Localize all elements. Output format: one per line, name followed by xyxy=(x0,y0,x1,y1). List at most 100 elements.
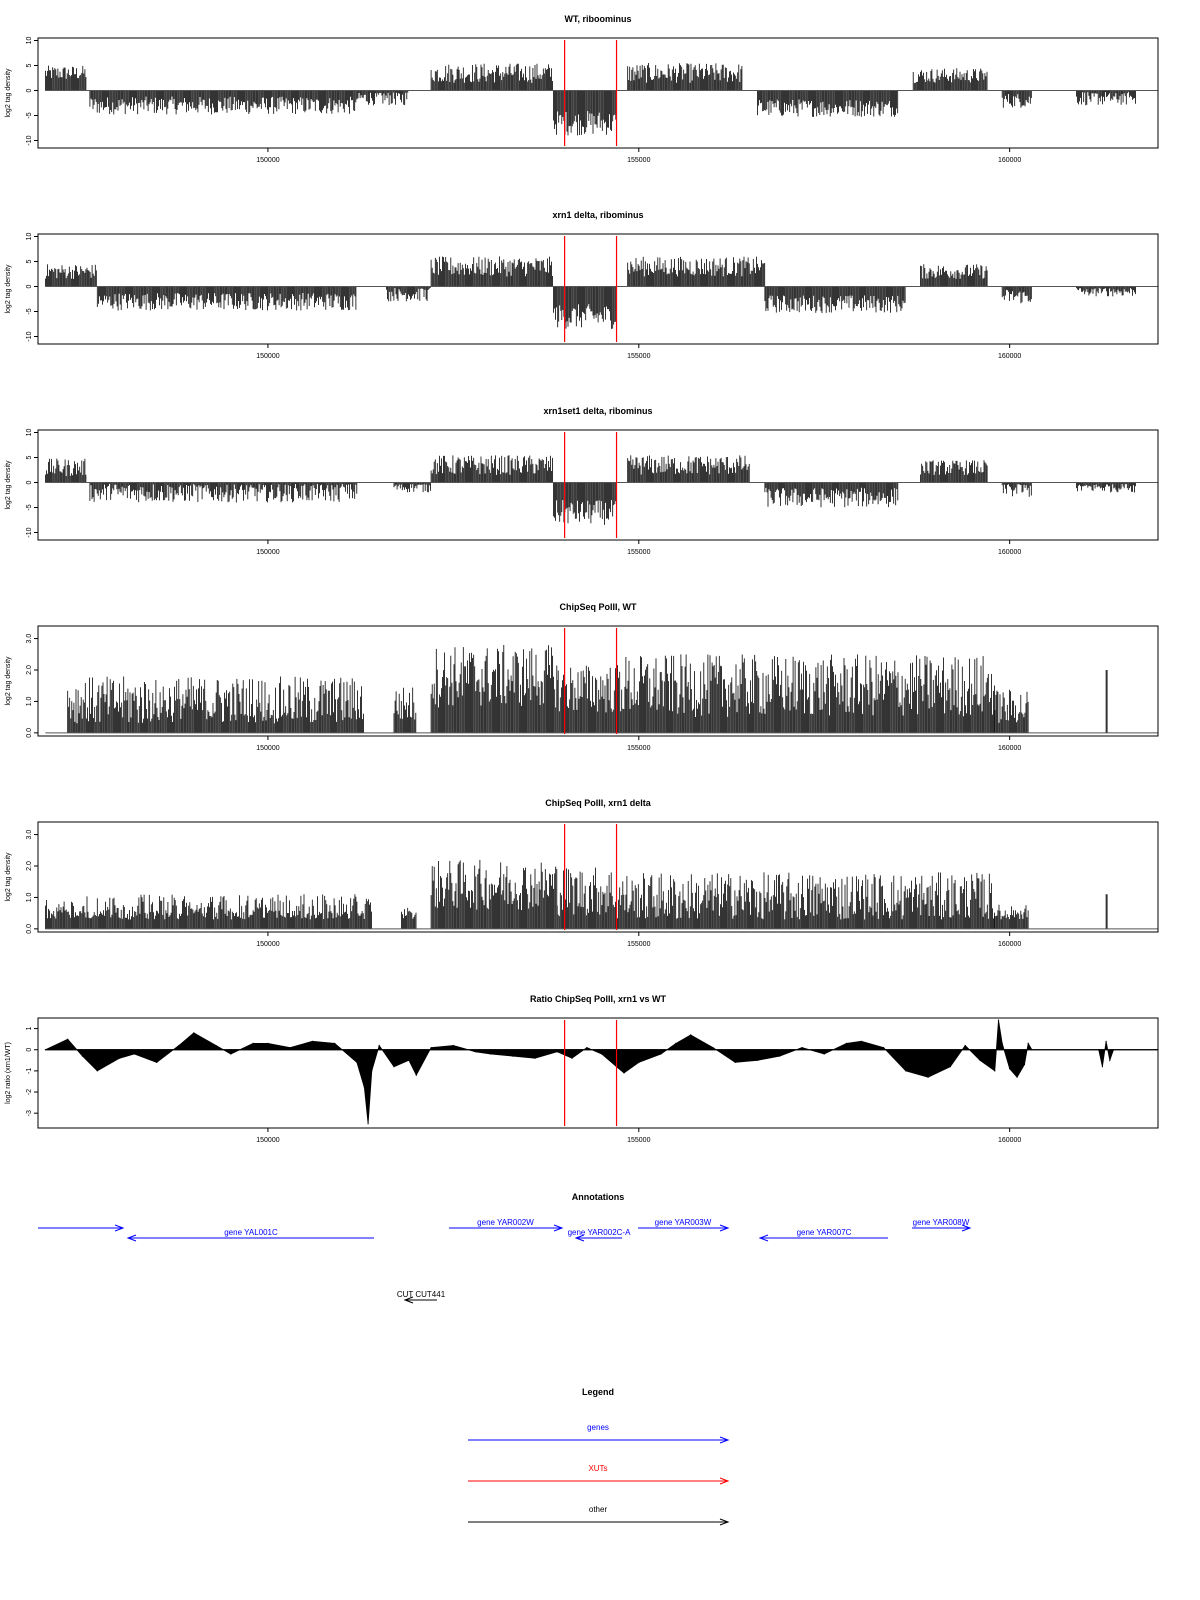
data-marks xyxy=(45,455,1158,525)
panel-title: Ratio ChipSeq PolII, xrn1 vs WT xyxy=(530,994,667,1004)
annotation-label: CUT CUT441 xyxy=(397,1290,446,1299)
x-tick-label: 160000 xyxy=(998,549,1021,556)
y-tick-label: 5 xyxy=(26,455,33,459)
y-axis-label: log2 tag density xyxy=(5,852,12,902)
annotation-label: gene YAR002W xyxy=(477,1218,534,1227)
annotation-items: gene YAL001C gene YAR002W gene YAR002C-A ge… xyxy=(38,1218,972,1304)
panel-4: ChipSeq PolII, WT log2 tag density 0.0 1.0 2… xyxy=(5,602,1159,752)
ratio-point xyxy=(430,1047,432,1049)
legend-item: XUTs xyxy=(468,1464,730,1485)
plot-frame xyxy=(37,37,1159,149)
annotations-title: Annotations xyxy=(572,1192,625,1202)
annotation-item: gene YAR003W xyxy=(638,1218,730,1232)
y-tick-label: 0.0 xyxy=(26,728,33,738)
panel-6: Ratio ChipSeq PolII, xrn1 vs WT log2 rati… xyxy=(5,994,1159,1144)
ratio-area xyxy=(45,1020,1158,1124)
ratio-point xyxy=(845,1042,848,1044)
annotation-item: gene YAR002W xyxy=(449,1218,564,1232)
ratio-point xyxy=(356,1061,358,1063)
panel-3: xrn1set1 delta, ribominus log2 tag densit… xyxy=(5,406,1159,556)
y-tick-label: -10 xyxy=(26,135,33,145)
ratio-point xyxy=(734,1061,736,1063)
ratio-point xyxy=(534,1057,536,1059)
ratio-point xyxy=(378,1044,380,1047)
ratio-point xyxy=(883,1047,885,1049)
ratio-point xyxy=(1105,1040,1107,1042)
x-tick-label: 150000 xyxy=(256,1137,279,1144)
ratio-point xyxy=(1023,1063,1026,1066)
annotation-label: gene YAR008W xyxy=(913,1218,970,1227)
annotation-item: gene YAL001C xyxy=(126,1228,374,1242)
ratio-point xyxy=(979,1059,981,1061)
legend-item: other xyxy=(468,1505,730,1526)
x-tick-label: 160000 xyxy=(998,745,1021,752)
data-marks xyxy=(45,859,1158,930)
ratio-point xyxy=(779,1055,781,1057)
ratio-point xyxy=(1027,1042,1029,1044)
annotation-item: gene YAR007C xyxy=(758,1228,888,1242)
y-axis-label: log2 tag density xyxy=(5,264,12,314)
arrowhead-left-icon xyxy=(126,1234,137,1242)
plot-frame xyxy=(37,625,1159,737)
legend-label: XUTs xyxy=(588,1464,607,1473)
ratio-point xyxy=(156,1061,158,1063)
x-tick-label: 150000 xyxy=(256,157,279,164)
x-tick-label: 150000 xyxy=(256,941,279,948)
y-tick-label: 10 xyxy=(26,429,33,437)
y-tick-label: -10 xyxy=(26,331,33,341)
legend-item: genes xyxy=(468,1423,730,1444)
panel-2: xrn1 delta, ribominus log2 tag density -10… xyxy=(5,210,1159,360)
ratio-point xyxy=(475,1051,477,1053)
y-tick-label: 0 xyxy=(26,480,33,484)
y-tick-label: 5 xyxy=(26,63,33,67)
ratio-point xyxy=(756,1059,759,1061)
panel-title: xrn1set1 delta, ribominus xyxy=(543,406,652,416)
ratio-point xyxy=(96,1070,98,1072)
ratio-point xyxy=(571,1057,573,1059)
plot-frame xyxy=(37,429,1159,541)
arrowhead-left-icon xyxy=(574,1234,585,1242)
ratio-point xyxy=(1109,1059,1111,1061)
y-tick-label: -1 xyxy=(26,1068,33,1074)
ratio-point xyxy=(660,1053,662,1055)
arrowhead-right-icon xyxy=(719,1224,730,1232)
y-axis-label: log2 tag density xyxy=(5,68,12,118)
panel-5: ChipSeq PolII, xrn1 delta log2 tag densit… xyxy=(5,798,1159,948)
y-tick-label: 3.0 xyxy=(26,830,33,840)
ratio-point xyxy=(1009,1068,1011,1070)
ratio-point xyxy=(905,1070,907,1072)
arrowhead-right-icon xyxy=(114,1224,125,1232)
arrowhead-right-icon xyxy=(719,1477,730,1485)
ratio-point xyxy=(949,1066,951,1068)
x-tick-label: 150000 xyxy=(256,745,279,752)
x-tick-label: 155000 xyxy=(627,941,650,948)
y-tick-label: 0 xyxy=(26,88,33,92)
ratio-point xyxy=(994,1070,996,1072)
panel-title: ChipSeq PolII, WT xyxy=(560,602,637,612)
y-tick-label: 5 xyxy=(26,259,33,263)
ratio-point xyxy=(363,1087,365,1089)
x-tick-label: 150000 xyxy=(256,353,279,360)
ratio-point xyxy=(215,1044,217,1047)
ratio-point xyxy=(860,1040,862,1042)
ratio-point xyxy=(367,1123,369,1125)
annotation-label: gene YAR007C xyxy=(797,1228,852,1237)
ratio-point xyxy=(119,1057,121,1059)
x-tick-label: 155000 xyxy=(627,157,650,164)
ratio-point xyxy=(408,1059,410,1061)
ratio-point xyxy=(289,1047,291,1049)
y-tick-label: 2.0 xyxy=(26,665,33,675)
ratio-point xyxy=(230,1053,232,1055)
ratio-point xyxy=(586,1047,588,1049)
ratio-point xyxy=(1001,1042,1003,1044)
y-tick-label: -5 xyxy=(26,112,33,118)
y-tick-label: 0 xyxy=(26,1048,33,1052)
annotation-label: gene YAR002C-A xyxy=(568,1228,632,1237)
y-tick-label: -5 xyxy=(26,504,33,510)
ratio-point xyxy=(252,1042,254,1044)
arrowhead-right-icon xyxy=(961,1224,972,1232)
y-tick-label: -5 xyxy=(26,308,33,314)
panel-title: ChipSeq PolII, xrn1 delta xyxy=(545,798,652,808)
ratio-point xyxy=(675,1042,677,1044)
